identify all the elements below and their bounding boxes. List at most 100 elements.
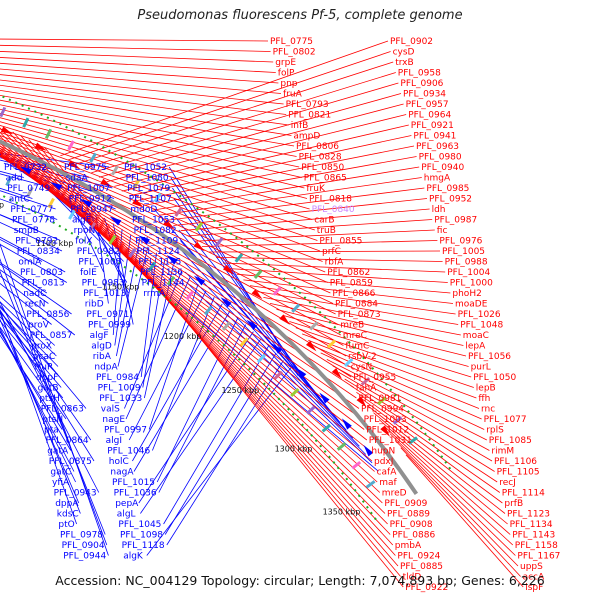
feature-block bbox=[326, 339, 337, 349]
forward-label-connector bbox=[136, 145, 415, 201]
forward-gene-label: PFL_0924 bbox=[397, 552, 440, 562]
forward-gene-label: PFL_0886 bbox=[392, 531, 435, 541]
reverse-gene-label: PFL_1109 bbox=[135, 237, 178, 247]
forward-gene-label: cafA bbox=[377, 468, 398, 478]
reverse-gene-label: nagA bbox=[110, 468, 134, 478]
feature-block bbox=[343, 358, 354, 367]
forward-gene-label: PFL_0806 bbox=[296, 142, 339, 152]
forward-gene-label: rimM bbox=[491, 447, 514, 457]
position-tick-label: 1100 kbp bbox=[36, 239, 74, 248]
feature-block bbox=[272, 286, 282, 296]
reverse-gene-arrow bbox=[193, 275, 206, 286]
forward-label-connector bbox=[289, 321, 472, 378]
forward-label-connector bbox=[405, 454, 524, 588]
forward-label-connector bbox=[0, 135, 321, 252]
feature-block bbox=[147, 261, 157, 272]
forward-label-connector bbox=[250, 285, 456, 315]
reverse-gene-label: ndpA bbox=[94, 363, 118, 373]
reverse-gene-arrow bbox=[295, 367, 307, 379]
reverse-gene-label: PFL_1046 bbox=[107, 447, 150, 457]
forward-label-connector bbox=[0, 89, 292, 136]
reverse-gene-label: yfiA bbox=[52, 478, 70, 488]
reverse-label-connector bbox=[114, 234, 132, 346]
forward-gene-label: uppS bbox=[520, 562, 543, 572]
forward-label-connector bbox=[367, 405, 506, 514]
forward-label-connector bbox=[395, 440, 519, 567]
reverse-label-connector bbox=[0, 311, 60, 378]
reverse-label-connector bbox=[0, 311, 81, 514]
forward-label-connector bbox=[180, 208, 430, 232]
forward-gene-label: PFL_0976 bbox=[439, 237, 482, 247]
forward-label-connector bbox=[356, 391, 501, 493]
reverse-gene-label: fruR bbox=[34, 363, 53, 373]
forward-gene-label: recJ bbox=[499, 478, 516, 488]
reverse-gene-arrow bbox=[80, 198, 93, 208]
position-tick-label: 1350 kbp bbox=[323, 508, 361, 517]
forward-label-connector bbox=[229, 268, 448, 283]
feature-block bbox=[351, 460, 362, 470]
reverse-gene-label: smpB bbox=[14, 226, 39, 236]
forward-label-connector bbox=[332, 365, 490, 451]
reverse-gene-label: algI bbox=[106, 436, 122, 446]
feature-block bbox=[111, 165, 119, 176]
forward-label-connector bbox=[0, 74, 284, 105]
reverse-label-connector bbox=[142, 258, 166, 388]
reverse-gene-label: gatA bbox=[47, 447, 69, 457]
feature-block bbox=[22, 117, 30, 128]
forward-label-connector bbox=[0, 128, 315, 231]
feature-block bbox=[290, 387, 300, 398]
reverse-gene-arrow bbox=[109, 216, 122, 226]
reverse-gene-label: algK bbox=[123, 552, 144, 562]
reverse-gene-label: PFL_0983 bbox=[82, 279, 125, 289]
reverse-gene-label: pepA bbox=[115, 499, 139, 509]
reverse-gene-label: PFL_1036 bbox=[114, 489, 157, 499]
forward-gene-label: PFL_0855 bbox=[319, 237, 362, 247]
forward-label-connector bbox=[0, 62, 279, 84]
forward-label-connector bbox=[0, 113, 305, 189]
reverse-gene-label: ptO bbox=[58, 520, 74, 530]
position-tick-label: 1050 kbp bbox=[0, 201, 4, 210]
feature-block bbox=[360, 376, 371, 386]
reverse-label-connector bbox=[0, 327, 76, 483]
forward-gene-label: PFL_0952 bbox=[429, 195, 472, 205]
feature-block bbox=[291, 303, 301, 313]
forward-gene-label: PFL_0941 bbox=[413, 132, 456, 142]
forward-label-connector bbox=[0, 131, 386, 514]
reverse-gene-label: ribD bbox=[85, 300, 104, 310]
forward-gene-label: folP bbox=[278, 69, 295, 79]
forward-gene-label: tldD bbox=[403, 573, 422, 583]
forward-gene-arrow bbox=[222, 264, 235, 275]
reverse-gene-label: PFL_1145 bbox=[138, 258, 181, 268]
forward-label-connector bbox=[236, 273, 451, 294]
forward-gene-label: pmbA bbox=[395, 541, 422, 551]
forward-gene-arrow bbox=[331, 368, 343, 379]
forward-label-connector bbox=[222, 262, 446, 273]
reverse-label-connector bbox=[124, 271, 182, 409]
feature-block bbox=[88, 221, 97, 233]
forward-label-connector bbox=[0, 152, 341, 336]
forward-gene-label: PFL_0821 bbox=[288, 111, 331, 121]
reverse-gene-label: ptsN bbox=[42, 415, 63, 425]
forward-label-connector bbox=[326, 359, 487, 441]
forward-gene-label: fahA bbox=[356, 384, 377, 394]
forward-gene-label: ampD bbox=[293, 132, 320, 142]
reverse-label-connector bbox=[166, 360, 284, 546]
forward-gene-label: accA bbox=[523, 573, 545, 583]
forward-gene-label: rbfA bbox=[325, 258, 345, 268]
reverse-gene-label: rrmA bbox=[143, 289, 166, 299]
forward-gene-label: PFL_0921 bbox=[411, 121, 454, 131]
reverse-gene-label: PFL_0999 bbox=[88, 321, 131, 331]
reverse-label-connector bbox=[132, 303, 223, 462]
reverse-gene-label: PFL_0875 bbox=[49, 457, 92, 467]
reverse-gene-label: PFL_0813 bbox=[22, 279, 65, 289]
reverse-gene-label: PFL_0971 bbox=[86, 310, 129, 320]
forward-label-connector bbox=[151, 166, 420, 211]
forward-gene-label: PFL_0906 bbox=[400, 79, 443, 89]
forward-gene-label: PFL_0922 bbox=[405, 583, 448, 593]
reverse-gene-arrow bbox=[138, 235, 150, 245]
forward-gene-label: carB bbox=[314, 216, 334, 226]
forward-label-connector bbox=[0, 104, 300, 168]
reverse-label-connector bbox=[0, 243, 67, 283]
reverse-gene-label: PFL_0749 bbox=[7, 184, 50, 194]
feature-block bbox=[221, 321, 231, 331]
